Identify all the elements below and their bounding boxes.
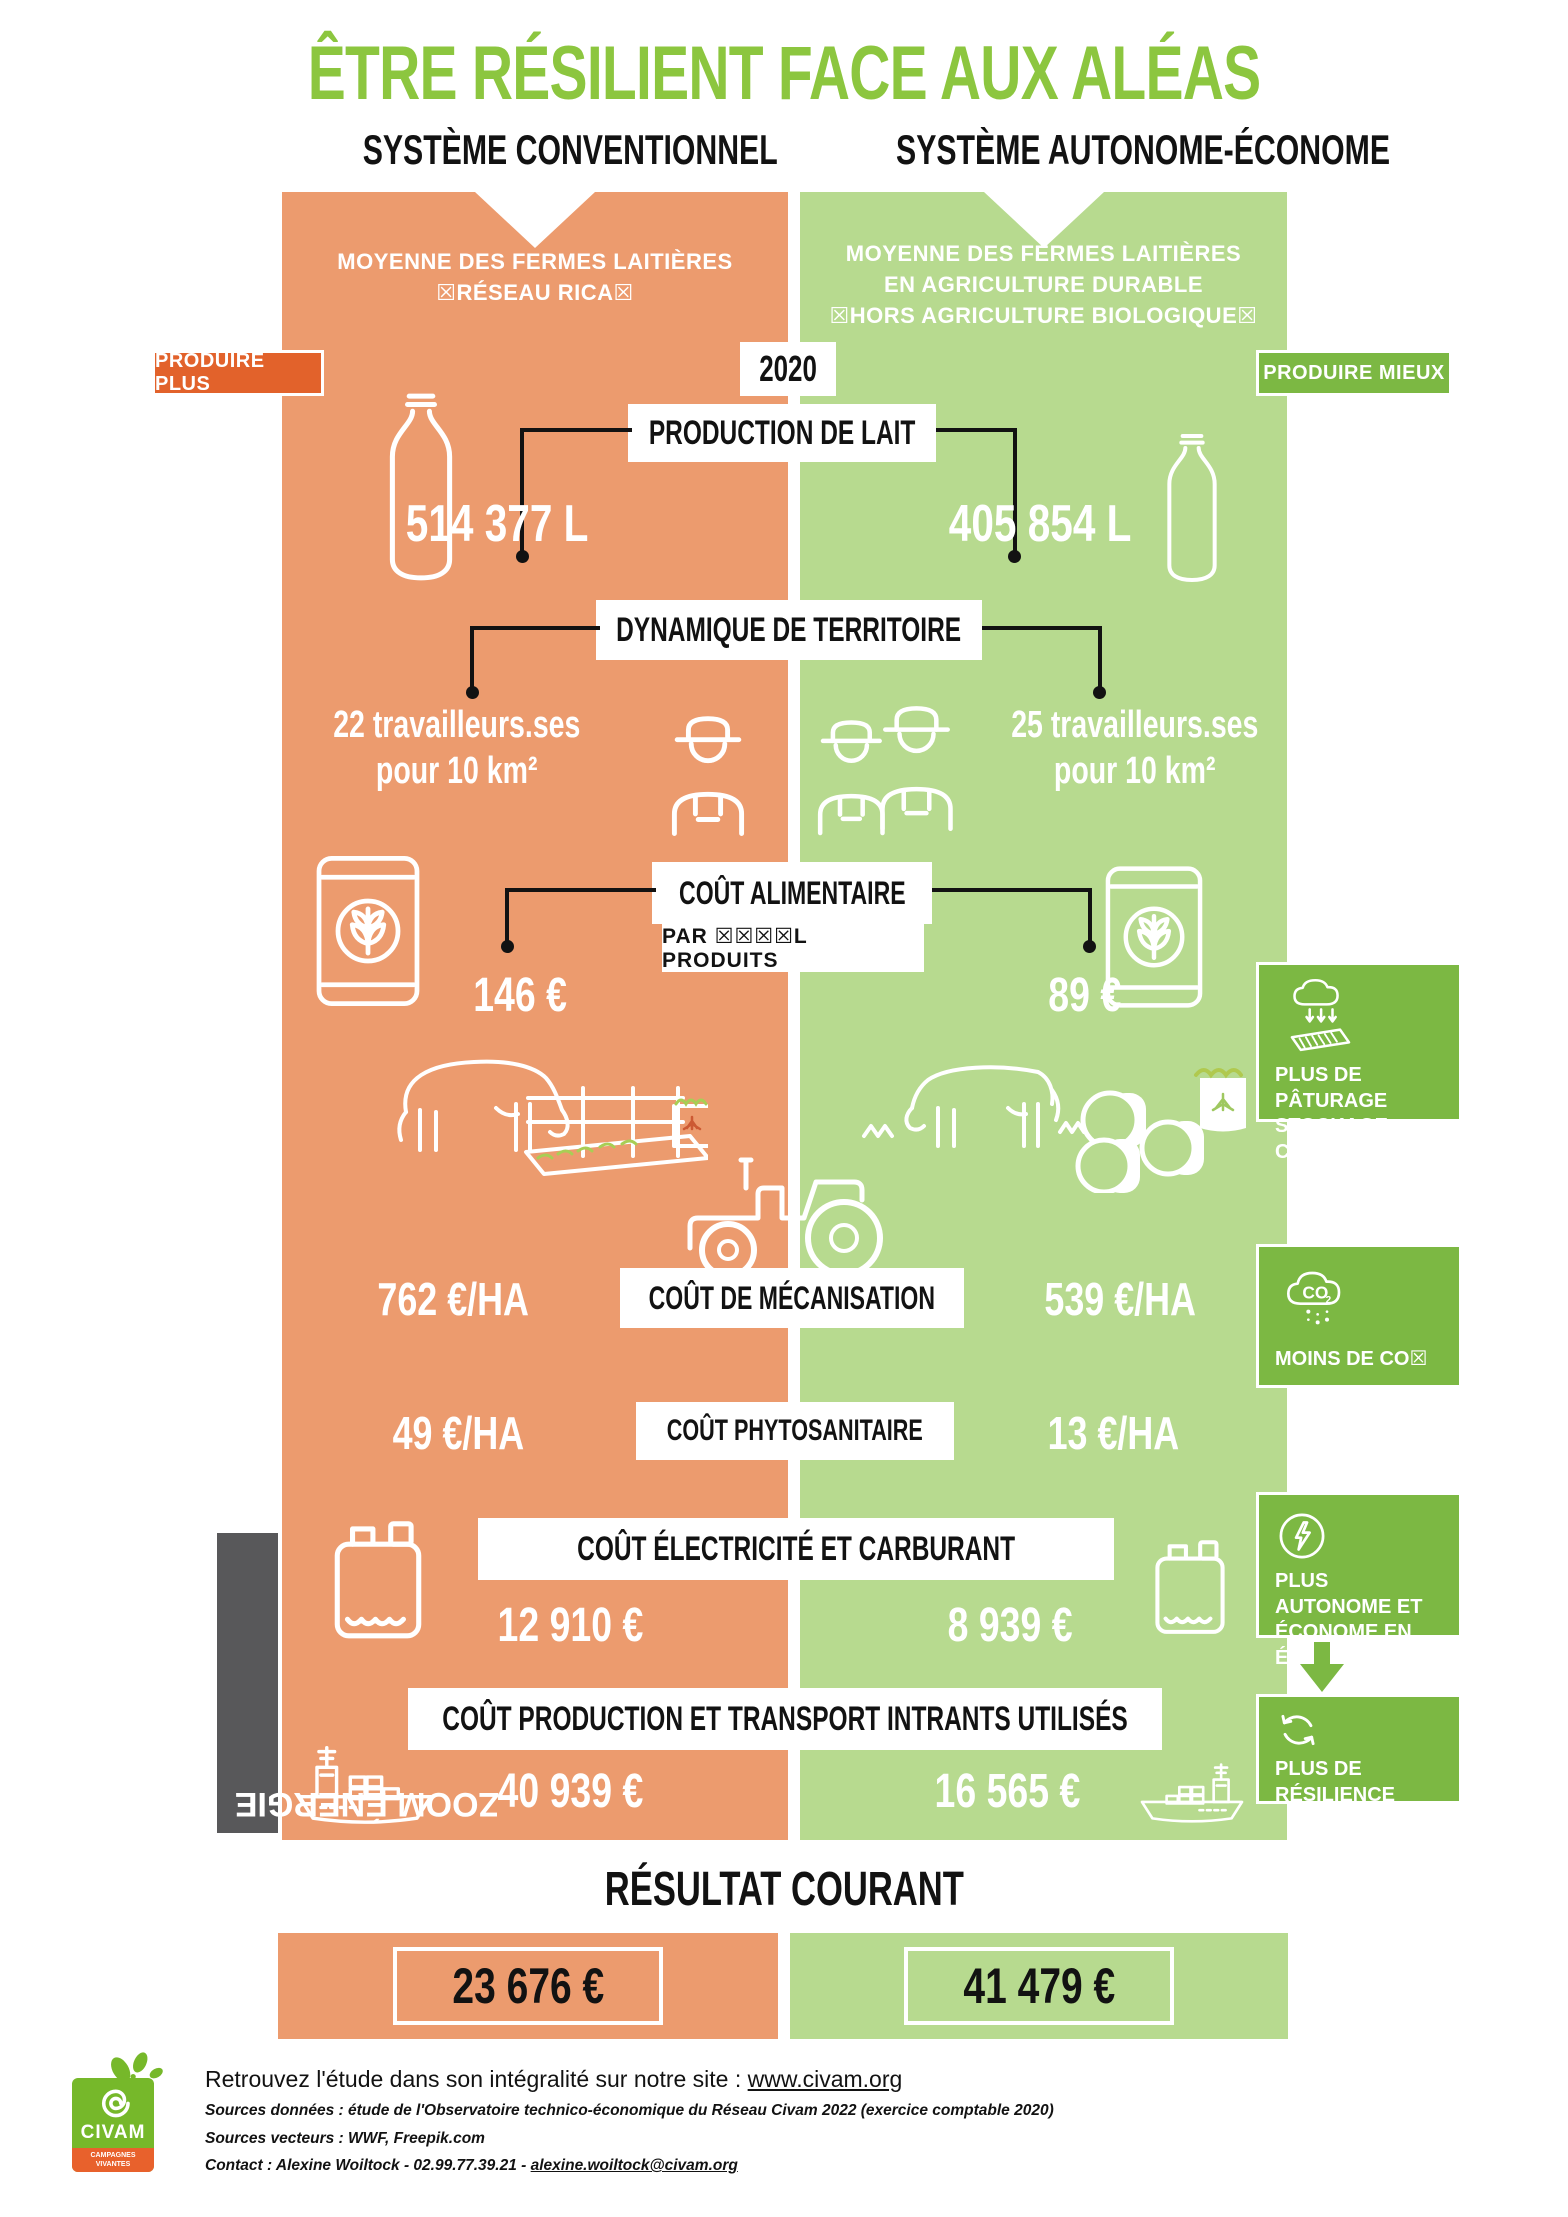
result-box-autonome: 41 479 € bbox=[790, 1933, 1288, 2039]
civam-logo: CIVAM CAMPAGNES VIVANTES bbox=[70, 2048, 190, 2178]
section-label-resultat-courant: RÉSULTAT COURANT bbox=[604, 1863, 964, 1916]
panel-notch bbox=[983, 192, 1104, 248]
value-mecanisation-left: 762 €/HA bbox=[377, 1273, 529, 1325]
badge-produire-mieux: PRODUIRE MIEUX bbox=[1256, 350, 1452, 396]
cow-feeding-icon bbox=[378, 1016, 708, 1186]
column-header-autonome: SYSTÈME AUTONOME-ÉCONOME bbox=[896, 126, 1391, 173]
value-electricite-left: 12 910 € bbox=[497, 1599, 643, 1652]
value-intrants-left: 40 939 € bbox=[497, 1765, 643, 1818]
connector-production-left bbox=[516, 428, 632, 563]
fuel-can-icon bbox=[1148, 1528, 1232, 1640]
contact-email-link[interactable]: alexine.woiltock@civam.org bbox=[530, 2157, 738, 2174]
callout-co2: CO 2 MOINS DE CO☒ bbox=[1256, 1244, 1462, 1388]
section-label-cout-mecanisation: COÛT DE MÉCANISATION bbox=[620, 1268, 964, 1328]
callout-resilience: PLUS DE RÉSILIENCE bbox=[1256, 1694, 1462, 1806]
fuel-can-icon bbox=[326, 1506, 430, 1646]
value-territoire-right: 25 travailleurs.ses pour 10 km² bbox=[1011, 704, 1259, 792]
value-production-left: 514 377 L bbox=[405, 495, 589, 553]
cargo-ship-icon bbox=[290, 1732, 440, 1830]
section-label-cout-intrants: COÛT PRODUCTION ET TRANSPORT INTRANTS UT… bbox=[408, 1688, 1162, 1750]
value-phytosanitaire-right: 13 €/HA bbox=[1047, 1407, 1179, 1459]
lightning-icon bbox=[1275, 1509, 1447, 1563]
footer-line4: Contact : Alexine Woiltock - 02.99.77.39… bbox=[205, 2157, 738, 2174]
connector-territoire-right bbox=[982, 626, 1106, 699]
co2-cloud-icon: CO 2 bbox=[1275, 1261, 1447, 1341]
value-resultat-left: 23 676 € bbox=[392, 1947, 664, 2025]
column-header-conventionnel: SYSTÈME CONVENTIONNEL bbox=[362, 126, 778, 173]
value-territoire-left: 22 travailleurs.ses pour 10 km² bbox=[333, 704, 581, 792]
two-farmers-icon bbox=[806, 686, 976, 844]
subtitle-autonome: MOYENNE DES FERMES LAITIÈRES EN AGRICULT… bbox=[829, 241, 1258, 328]
panel-notch bbox=[475, 192, 595, 248]
result-box-conventionnel: 23 676 € bbox=[278, 1933, 778, 2039]
farmer-icon bbox=[652, 692, 764, 842]
milk-bottle-icon bbox=[362, 386, 480, 588]
year-box: 2020 bbox=[740, 342, 836, 396]
value-alimentaire-left: 146 € bbox=[473, 969, 567, 1022]
connector-production-right bbox=[936, 428, 1021, 563]
connector-territoire-left bbox=[466, 626, 600, 699]
badge-produire-plus: PRODUIRE PLUS bbox=[152, 350, 324, 396]
value-production-right: 405 854 L bbox=[948, 495, 1132, 553]
value-phytosanitaire-left: 49 €/HA bbox=[392, 1407, 524, 1459]
callout-energie: PLUS AUTONOME ET ÉCONOME EN ÉNERGIE bbox=[1256, 1492, 1462, 1669]
cow-grazing-bales-icon bbox=[828, 1008, 1258, 1193]
feed-bag-icon bbox=[312, 852, 424, 1010]
down-arrow-icon bbox=[1300, 1642, 1344, 1692]
connector-alimentaire-right bbox=[932, 888, 1096, 953]
svg-text:CO: CO bbox=[1302, 1282, 1328, 1302]
connector-alimentaire-left bbox=[501, 888, 656, 953]
civam-site-link[interactable]: www.civam.org bbox=[747, 2066, 903, 2092]
footer-line3: Sources vecteurs : WWF, Freepik.com bbox=[205, 2130, 485, 2147]
section-label-production-lait: PRODUCTION DE LAIT bbox=[628, 404, 936, 462]
svg-text:2: 2 bbox=[1326, 1295, 1332, 1306]
section-label-cout-alimentaire: COÛT ALIMENTAIRE bbox=[652, 862, 932, 924]
section-label-cout-phytosanitaire: COÛT PHYTOSANITAIRE bbox=[636, 1402, 954, 1460]
value-resultat-right: 41 479 € bbox=[903, 1947, 1175, 2025]
feed-bag-icon bbox=[1102, 862, 1206, 1012]
section-label-dynamique-territoire: DYNAMIQUE DE TERRITOIRE bbox=[596, 600, 982, 660]
subtitle-conventionnel: MOYENNE DES FERMES LAITIÈRES ☒RÉSEAU RIC… bbox=[337, 249, 733, 305]
milk-bottle-icon bbox=[1146, 428, 1238, 588]
rain-cloud-field-icon bbox=[1275, 979, 1447, 1055]
cargo-ship-icon bbox=[1136, 1752, 1248, 1828]
zoom-energie-label: ZOOM ÉNERGIE bbox=[217, 1533, 499, 1833]
cycle-icon bbox=[1275, 1707, 1447, 1753]
value-intrants-right: 16 565 € bbox=[934, 1765, 1080, 1818]
section-sublabel-cout-alimentaire: PAR ☒☒☒☒L PRODUITS bbox=[662, 924, 924, 972]
tractor-icon bbox=[668, 1146, 912, 1282]
footer-line2: Sources données : étude de l'Observatoir… bbox=[205, 2102, 1054, 2119]
value-electricite-right: 8 939 € bbox=[947, 1599, 1073, 1652]
footer-line1: Retrouvez l'étude dans son intégralité s… bbox=[205, 2066, 903, 2092]
page-title: ÊTRE RÉSILIENT FACE AUX ALÉAS bbox=[307, 31, 1261, 116]
value-mecanisation-right: 539 €/HA bbox=[1044, 1273, 1196, 1325]
callout-paturage: PLUS DE PÂTURAGE STOCKAGE CARBONE bbox=[1256, 962, 1462, 1163]
logo-leaves-icon bbox=[111, 2052, 163, 2082]
section-label-cout-electricite: COÛT ÉLECTRICITÉ ET CARBURANT bbox=[478, 1518, 1114, 1580]
